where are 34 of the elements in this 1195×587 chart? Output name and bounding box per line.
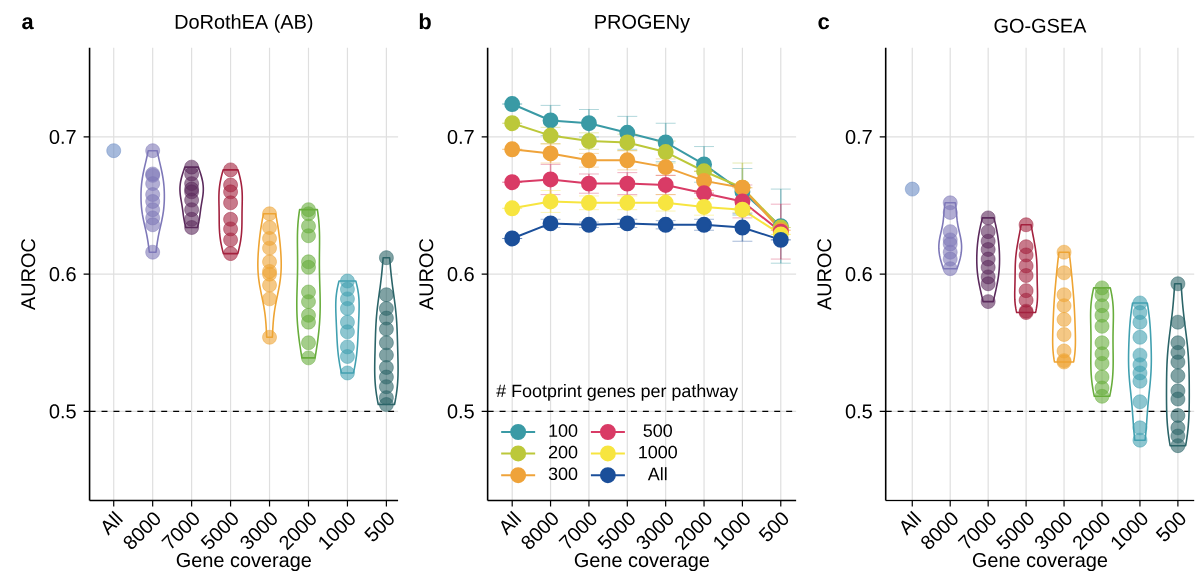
y-tick-label: 0.5	[447, 404, 474, 419]
y-tick-label: 0.5	[845, 404, 872, 419]
legend-label: 1000	[639, 445, 677, 459]
legend-label: 500	[643, 424, 672, 437]
y-tick-label: 0.6	[447, 267, 474, 282]
y-tick-label: 0.7	[845, 129, 872, 144]
y-tick-label: 0.6	[49, 267, 76, 282]
x-tick-label: 500	[758, 512, 789, 542]
chart-title: DoRothEA (AB)	[175, 14, 313, 33]
y-axis-title: AUROC	[21, 238, 36, 311]
y-tick-label: 0.7	[447, 129, 474, 144]
legend-label: 300	[548, 467, 578, 481]
text: a	[22, 17, 34, 30]
chart-title: PROGENy	[595, 14, 690, 33]
chart-title: GO-GSEA	[994, 18, 1087, 33]
x-tick-label: 500	[1155, 512, 1186, 542]
legend-label: 200	[548, 445, 578, 459]
legend-title: # Footprint genes per pathway	[496, 384, 739, 401]
x-tick-label: 500	[364, 512, 394, 542]
x-tick-label: All	[102, 510, 123, 536]
x-axis-title: Gene coverage	[176, 553, 311, 572]
y-axis-title: AUROC	[817, 238, 832, 311]
y-tick-label: 0.6	[845, 267, 872, 282]
text: c	[818, 17, 830, 30]
y-tick-label: 0.7	[49, 129, 76, 144]
text: b	[419, 13, 431, 30]
x-axis-title: Gene coverage	[972, 553, 1108, 572]
x-tick-label: All	[501, 510, 522, 536]
legend-label: All	[647, 467, 667, 481]
y-tick-label: 0.5	[49, 404, 76, 419]
legend-label: 100	[549, 424, 578, 437]
x-tick-label: All	[901, 510, 922, 536]
y-axis-title: AUROC	[419, 238, 434, 311]
x-axis-title: Gene coverage	[574, 553, 709, 572]
